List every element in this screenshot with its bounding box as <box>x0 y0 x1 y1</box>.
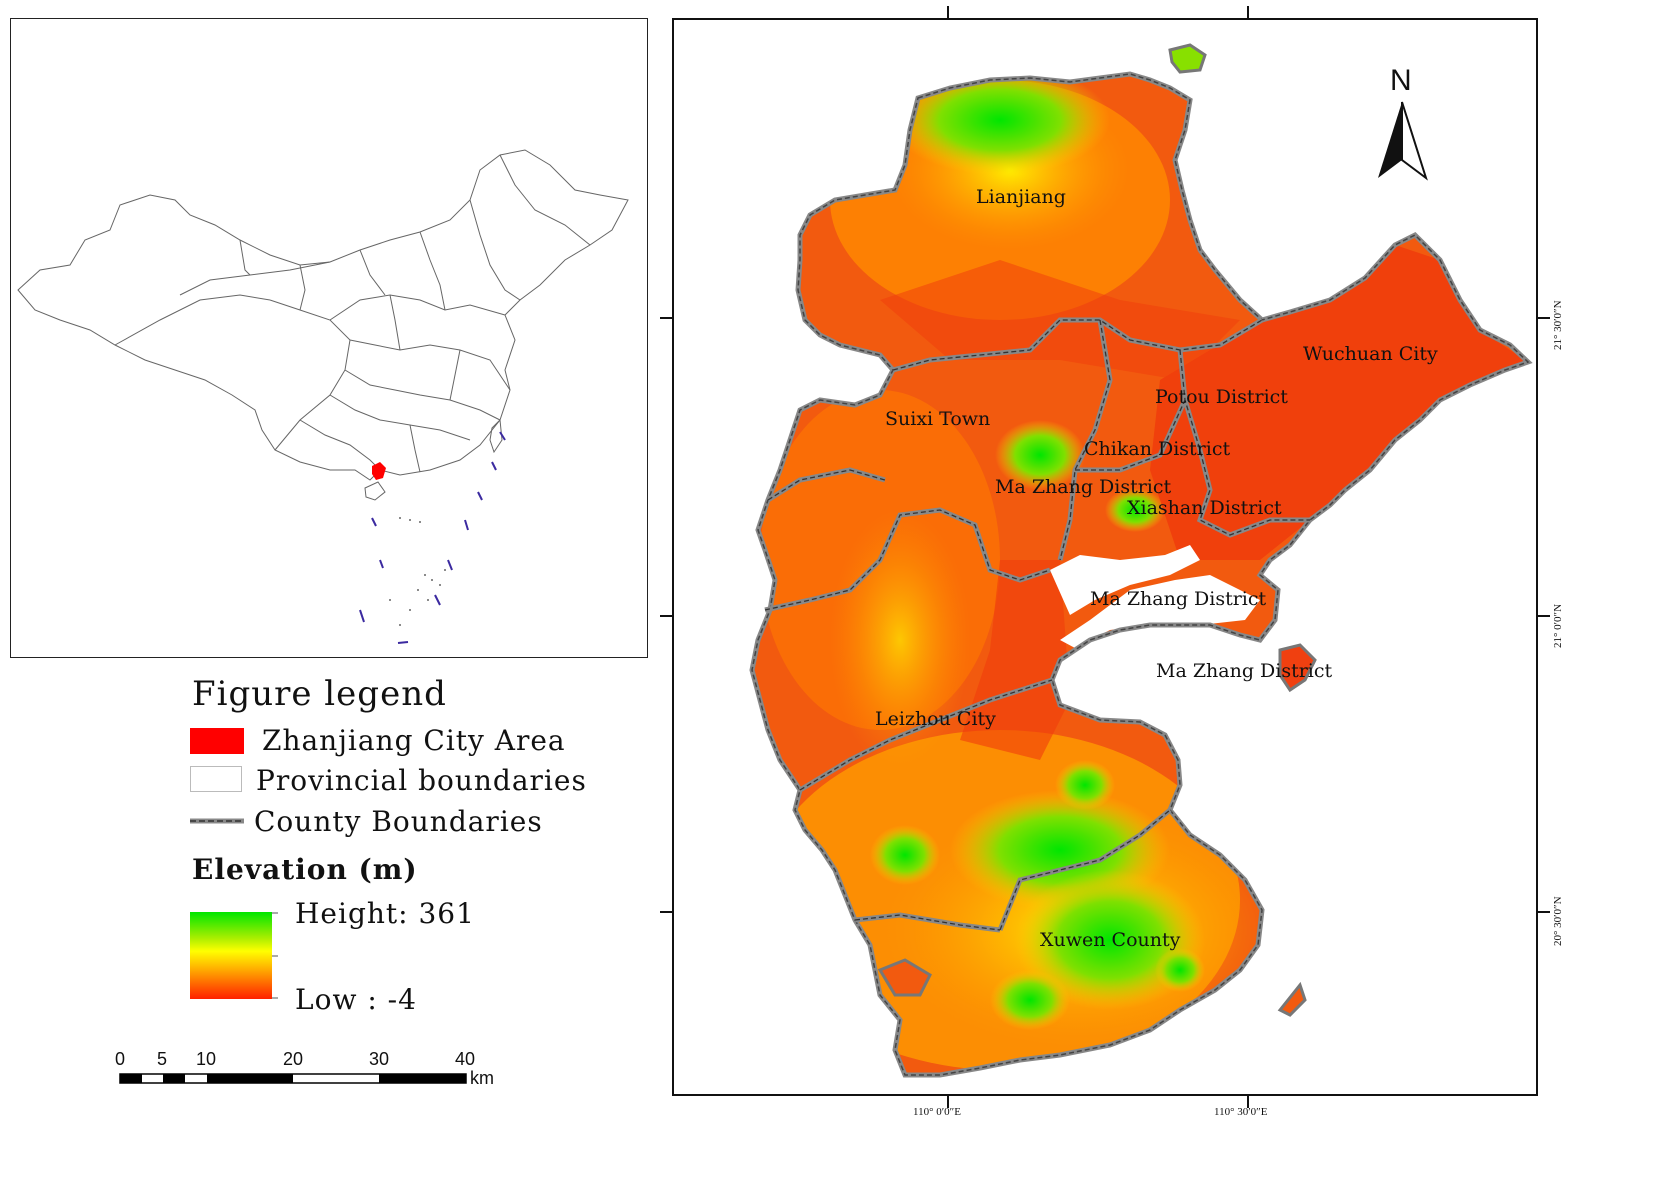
bay-water <box>1060 575 1260 648</box>
elevation-low-label: Low : -4 <box>295 983 417 1016</box>
north-arrow-label: N <box>1390 64 1412 97</box>
scale-tick-10: 10 <box>196 1049 217 1069</box>
legend-title: Figure legend <box>192 674 447 714</box>
legend-swatch-zhanjiang <box>190 728 244 754</box>
inset-map-frame <box>10 18 648 658</box>
scale-tick-30: 30 <box>369 1049 390 1069</box>
island-sw <box>877 958 932 997</box>
scale-tick-5: 5 <box>157 1049 168 1069</box>
label-xuwen: Xuwen County <box>1040 929 1181 951</box>
lat-label-top: 21° 30′0″N <box>1552 300 1564 350</box>
scale-tick-20: 20 <box>283 1049 304 1069</box>
label-xiashan: Xiashan District <box>1127 497 1282 519</box>
legend-label-county: County Boundaries <box>254 805 543 838</box>
island-north <box>1168 43 1207 74</box>
label-chikan: Chikan District <box>1084 438 1231 460</box>
north-arrow-icon <box>1378 101 1428 181</box>
island-east <box>1278 643 1317 693</box>
zhanjiang-highlight <box>372 462 386 480</box>
island-se <box>1277 981 1307 1017</box>
label-mazhang-2: Ma Zhang District <box>1090 588 1267 610</box>
label-mazhang-3: Ma Zhang District <box>1156 660 1333 682</box>
label-wuchuan: Wuchuan City <box>1303 343 1438 365</box>
elevation-title: Elevation (m) <box>192 853 418 886</box>
lat-label-bottom: 20° 30′0″N <box>1552 896 1564 946</box>
label-potou: Potou District <box>1155 386 1288 408</box>
label-suixi: Suixi Town <box>885 408 991 430</box>
label-mazhang-1: Ma Zhang District <box>995 476 1172 498</box>
legend-label-zhanjiang: Zhanjiang City Area <box>262 724 566 757</box>
scale-tick-0: 0 <box>115 1049 126 1069</box>
lat-label-mid: 21° 0′0″N <box>1552 603 1564 648</box>
legend-swatch-provincial <box>190 766 242 792</box>
lon-label-left: 110° 0′0″E <box>913 1106 961 1118</box>
main-map-frame <box>672 18 1538 1096</box>
legend-label-provincial: Provincial boundaries <box>256 764 587 797</box>
scale-tick-40: 40 <box>455 1049 476 1069</box>
label-lianjiang: Lianjiang <box>976 186 1066 208</box>
scale-unit: km <box>470 1068 494 1088</box>
label-leizhou: Leizhou City <box>875 708 996 730</box>
china-outline <box>17 149 629 481</box>
elevation-high-label: Height: 361 <box>295 897 475 930</box>
elevation-ramp <box>190 912 272 999</box>
lon-label-right: 110° 30′0″E <box>1214 1106 1268 1118</box>
